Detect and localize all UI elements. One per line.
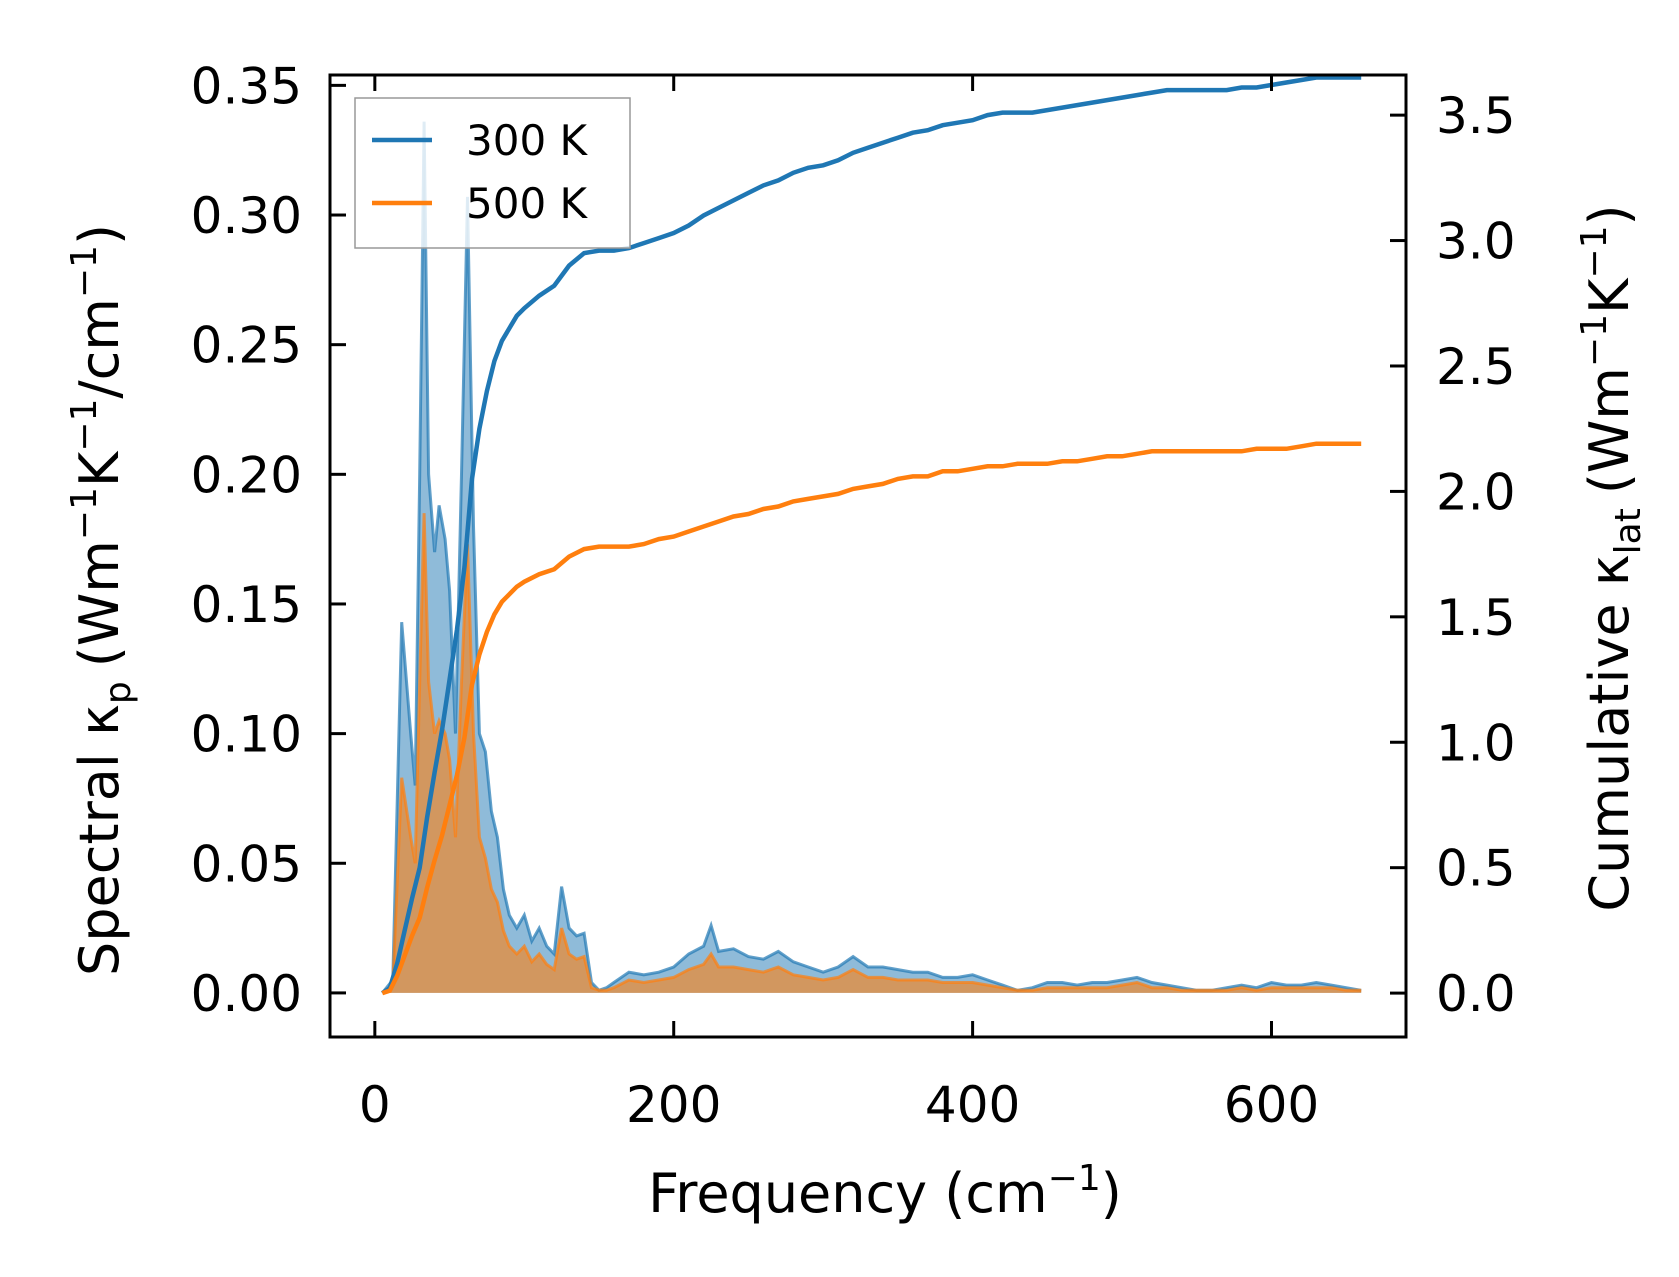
plot-frame <box>328 73 1408 1039</box>
cumulative-line-0 <box>381 75 1362 995</box>
y-left-tick-label: 0.25 <box>191 317 302 375</box>
y-right-tick-label: 0.5 <box>1436 840 1516 898</box>
axes: 0 200 400 600 0.00 0.05 0.10 0.15 0.20 0.25 0.30 0.… <box>191 57 1516 1134</box>
y-left-tick-label: 0.10 <box>191 706 302 764</box>
legend: 300 K 500 K <box>354 97 631 249</box>
y-left-tick-label: 0.15 <box>191 576 302 634</box>
spectral-area-1 <box>382 513 1362 993</box>
y-axis-right-label: Cumulative κlat(Wm−1K−1) <box>1574 204 1649 911</box>
cumulative-line-1 <box>381 441 1362 996</box>
y-left-tick-label: 0.05 <box>191 835 302 893</box>
y-right-tick-label: 0.0 <box>1436 965 1516 1023</box>
y-right-tick-label: 3.5 <box>1436 87 1516 145</box>
legend-label-1: 500 K <box>466 179 589 228</box>
y-left-tick-label: 0.35 <box>191 57 302 115</box>
x-axis-label: Frequency (cm−1) <box>648 1158 1122 1225</box>
spectral-line-0 <box>381 121 1362 994</box>
x-tick-label: 400 <box>925 1076 1020 1134</box>
y-left-tick-label: 0.00 <box>191 965 302 1023</box>
spectral-area-0 <box>382 121 1362 993</box>
legend-label-0: 300 K <box>466 116 589 165</box>
cumulative-lines <box>381 75 1362 996</box>
y-axis-left-label: Spectral κp(Wm−1K−1/cm−1) <box>64 224 139 976</box>
spectral-line-1 <box>381 513 1362 995</box>
y-left-tick-label: 0.30 <box>191 187 302 245</box>
x-tick-label: 600 <box>1224 1076 1319 1134</box>
x-tick-label: 200 <box>626 1076 721 1134</box>
y-left-tick-label: 0.20 <box>191 446 302 504</box>
legend-box <box>354 97 631 249</box>
y-right-tick-label: 1.0 <box>1436 714 1516 772</box>
y-right-tick-label: 3.0 <box>1436 213 1516 271</box>
y-right-tick-label: 2.5 <box>1436 338 1516 396</box>
y-right-tick-label: 1.5 <box>1436 589 1516 647</box>
spectral-fills <box>381 121 1362 995</box>
y-right-tick-label: 2.0 <box>1436 463 1516 521</box>
x-tick-label: 0 <box>359 1076 391 1134</box>
